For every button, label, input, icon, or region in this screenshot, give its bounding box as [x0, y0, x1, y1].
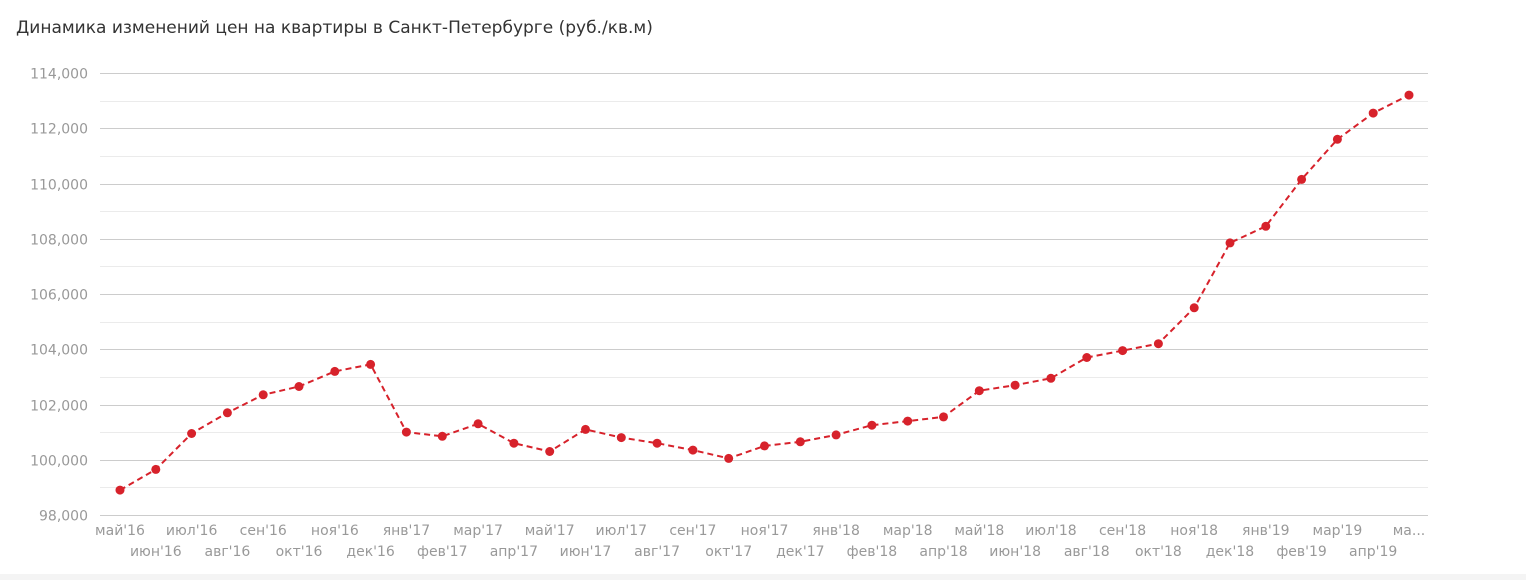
x-tick-label: янв'19 [1242, 523, 1290, 539]
x-tick-label: июл'17 [596, 523, 648, 539]
x-tick-label: ма... [1393, 523, 1426, 539]
x-tick-label: апр'17 [490, 544, 538, 560]
data-point[interactable] [1082, 353, 1092, 362]
data-point[interactable] [151, 464, 161, 474]
data-point[interactable] [974, 386, 984, 396]
y-tick-label: 98,000 [39, 509, 88, 525]
data-point[interactable] [903, 416, 913, 426]
data-point[interactable] [688, 445, 698, 455]
x-tick-label: янв'17 [383, 523, 431, 539]
x-tick-label: окт'16 [276, 544, 323, 560]
x-tick-label: май'16 [95, 523, 145, 539]
x-tick-label: окт'17 [705, 544, 752, 560]
data-point[interactable] [581, 424, 590, 434]
data-point[interactable] [187, 429, 197, 438]
data-point[interactable] [509, 438, 519, 448]
x-tick-label: янв'18 [812, 523, 860, 539]
data-point[interactable] [437, 431, 447, 441]
x-tick-label: дек'17 [776, 544, 824, 560]
chart-title: Динамика изменений цен на квартиры в Сан… [16, 18, 653, 38]
x-tick-label: авг'17 [634, 544, 680, 560]
x-tick-label: мар'19 [1313, 523, 1363, 539]
x-tick-label: фев'17 [417, 544, 468, 560]
x-tick-label: мар'17 [453, 523, 503, 539]
y-axis: 98,000 100,000 102,000 104,000 106,000 108,00… [30, 67, 88, 525]
y-tick-label: 104,000 [30, 343, 88, 359]
data-point[interactable] [1368, 108, 1378, 118]
data-point[interactable] [115, 485, 125, 495]
x-axis: май'16 июн'16 июл'16 авг'16 сен'16 окт'16 ноя'… [95, 523, 1425, 560]
x-tick-label: фев'19 [1276, 544, 1327, 560]
x-tick-label: сен'17 [669, 523, 716, 539]
data-point[interactable] [1404, 90, 1414, 100]
data-point[interactable] [222, 408, 232, 418]
x-tick-label: дек'18 [1206, 544, 1254, 560]
data-point[interactable] [760, 441, 769, 451]
data-point[interactable] [939, 412, 948, 422]
data-point[interactable] [330, 366, 340, 376]
x-tick-label: фев'18 [847, 544, 898, 560]
x-tick-label: май'17 [525, 523, 575, 539]
y-tick-label: 102,000 [30, 399, 88, 415]
x-tick-label: авг'16 [204, 544, 250, 560]
y-tick-label: 114,000 [30, 67, 88, 83]
data-point[interactable] [1225, 238, 1235, 248]
data-point[interactable] [294, 382, 304, 391]
data-point[interactable] [1153, 339, 1163, 349]
data-point[interactable] [1297, 174, 1307, 184]
x-tick-label: авг'18 [1064, 544, 1110, 560]
data-point[interactable] [1010, 380, 1020, 390]
data-point[interactable] [366, 359, 376, 369]
data-point[interactable] [401, 427, 411, 437]
data-point[interactable] [795, 437, 805, 447]
bottom-divider [0, 574, 1526, 580]
series [115, 90, 1414, 495]
data-point[interactable] [1189, 303, 1199, 313]
x-tick-label: июн'18 [989, 544, 1041, 560]
data-point[interactable] [1261, 221, 1271, 231]
x-tick-label: сен'16 [240, 523, 287, 539]
data-point[interactable] [831, 430, 841, 440]
data-point[interactable] [473, 419, 483, 429]
x-tick-label: сен'18 [1099, 523, 1146, 539]
x-tick-label: май'18 [954, 523, 1004, 539]
x-tick-label: апр'19 [1349, 544, 1397, 560]
x-tick-label: ноя'17 [741, 523, 789, 539]
data-point[interactable] [1118, 346, 1128, 356]
x-tick-label: дек'16 [346, 544, 395, 560]
data-point[interactable] [1046, 373, 1056, 383]
data-point[interactable] [545, 447, 555, 456]
data-point[interactable] [652, 438, 662, 448]
data-point[interactable] [1332, 134, 1342, 144]
x-tick-label: мар'18 [883, 523, 933, 539]
x-tick-label: июн'17 [560, 544, 612, 560]
y-tick-label: 112,000 [30, 122, 88, 138]
y-tick-label: 110,000 [30, 178, 88, 194]
y-tick-label: 108,000 [30, 233, 88, 249]
data-point[interactable] [724, 453, 734, 463]
y-tick-label: 100,000 [30, 454, 88, 470]
data-point[interactable] [616, 433, 626, 443]
data-point[interactable] [258, 390, 268, 400]
x-tick-label: июн'16 [130, 544, 182, 560]
x-tick-label: июл'18 [1025, 523, 1077, 539]
x-tick-label: апр'18 [919, 544, 967, 560]
y-tick-label: 106,000 [30, 288, 88, 304]
x-tick-label: окт'18 [1135, 544, 1182, 560]
grid-lines [100, 73, 1428, 516]
x-tick-label: июл'16 [166, 523, 218, 539]
data-point[interactable] [867, 420, 877, 430]
x-tick-label: ноя'16 [311, 523, 359, 539]
x-tick-label: ноя'18 [1170, 523, 1218, 539]
series-line [119, 94, 1410, 491]
